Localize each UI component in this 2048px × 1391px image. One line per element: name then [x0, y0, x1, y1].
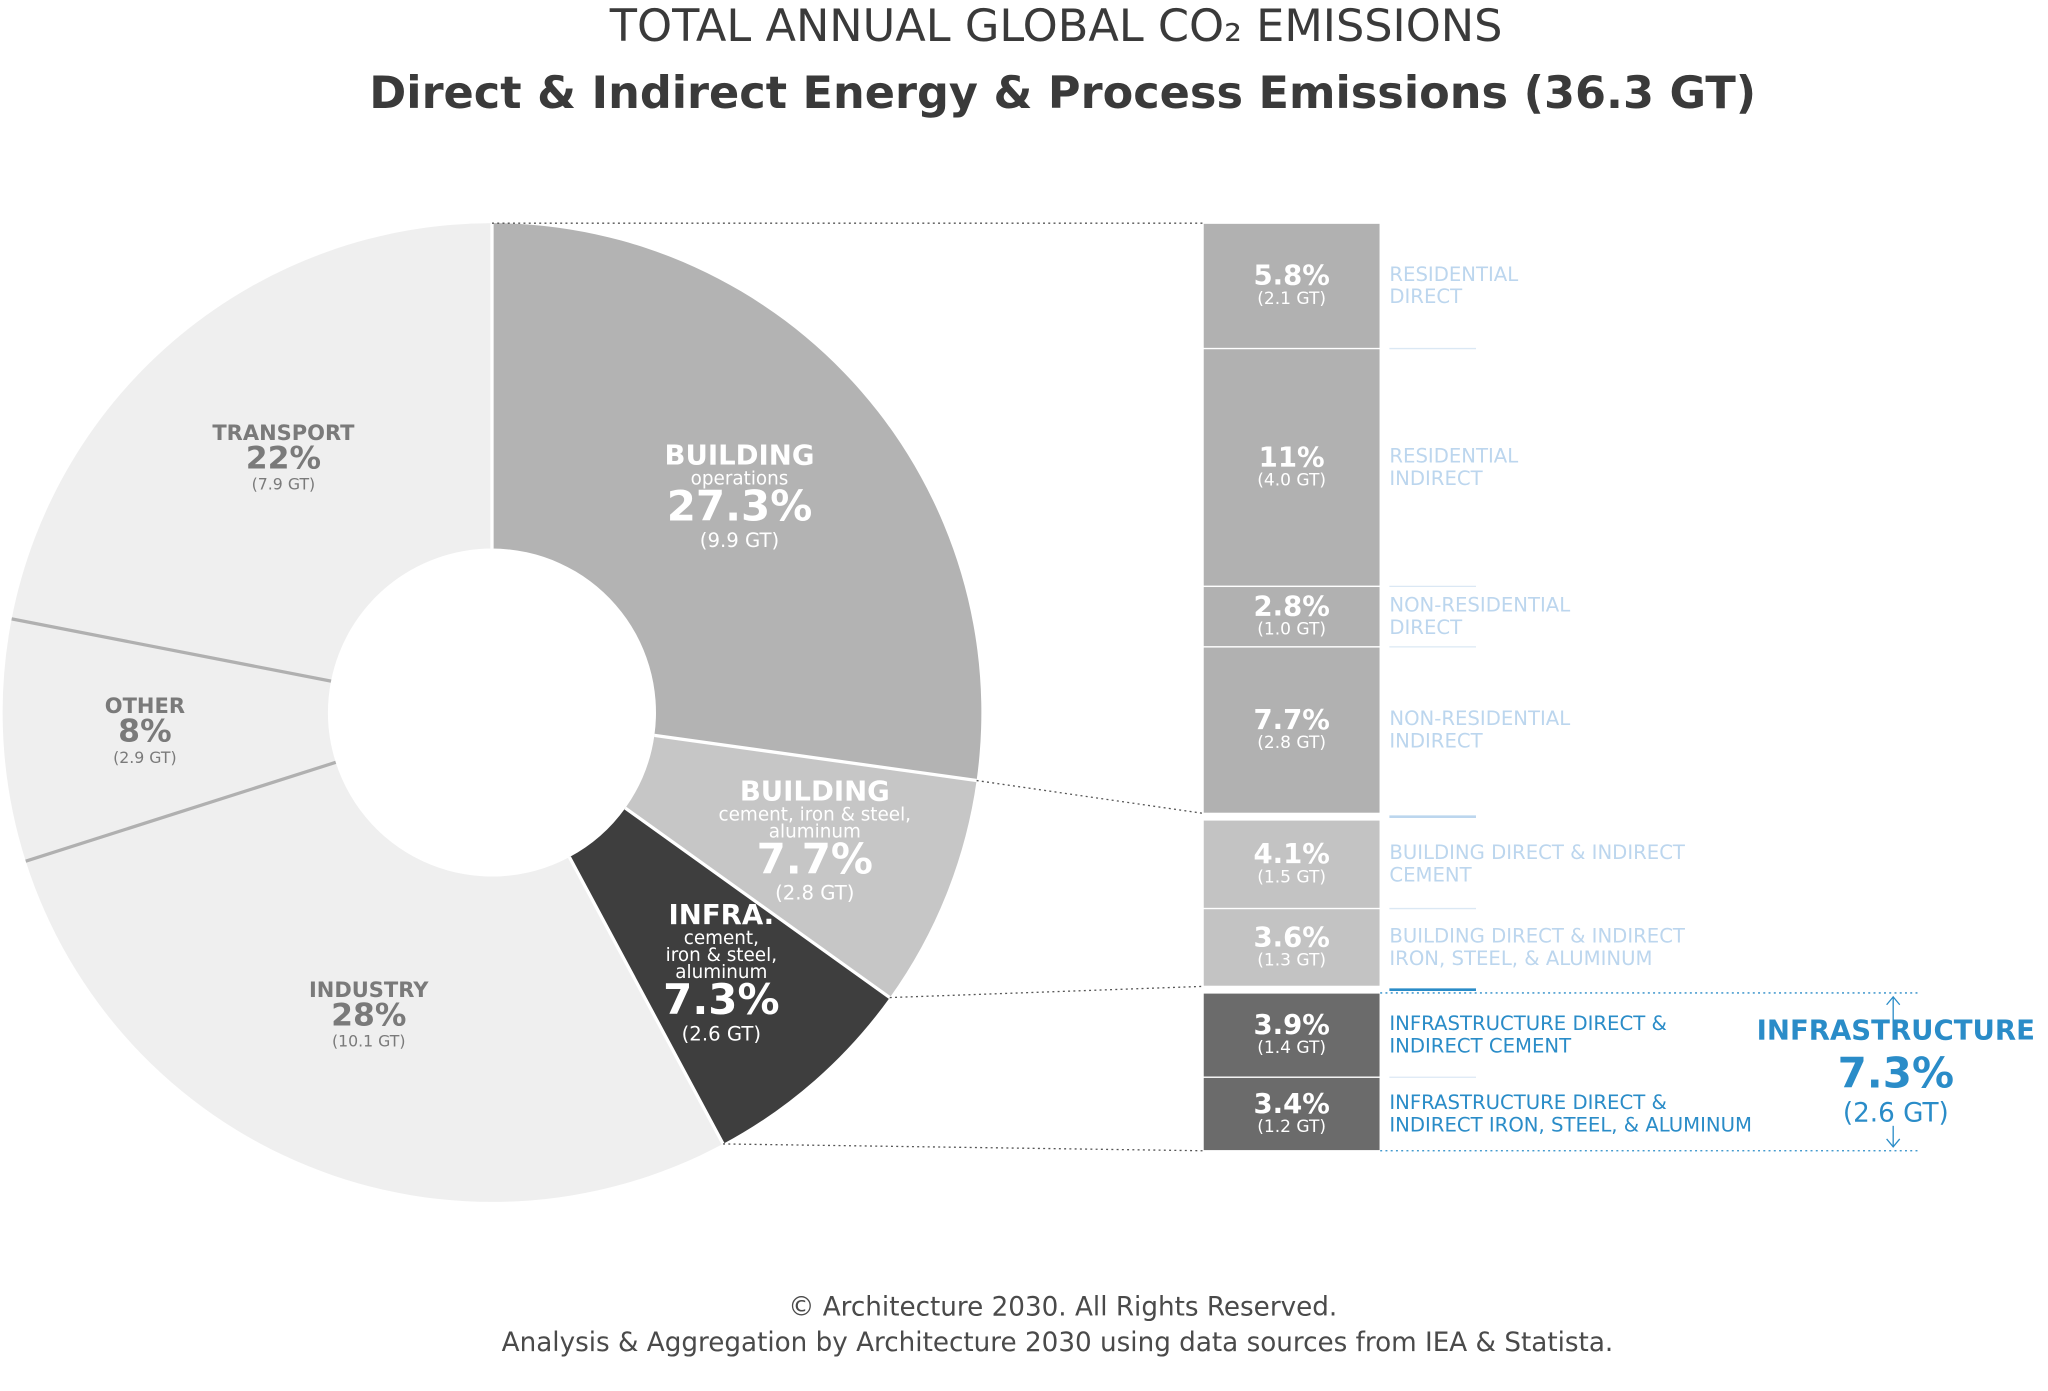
segment-category-label: RESIDENTIAL: [1389, 444, 1518, 467]
connector: [889, 985, 1204, 999]
annotation-title: INFRASTRUCTURE: [1757, 1014, 2035, 1046]
slice-sublabel: operations: [691, 469, 789, 490]
segment-category-label: NON-RESIDENTIAL: [1389, 707, 1570, 730]
segment-gt-label: (2.8 GT): [1257, 733, 1326, 753]
slice-label: OTHER: [105, 694, 185, 718]
slice-gt-label: (2.9 GT): [113, 748, 177, 767]
slice-label: BUILDING: [665, 440, 815, 472]
segment-gt-label: (4.0 GT): [1257, 471, 1326, 491]
slice-separator: [654, 733, 977, 783]
slice-gt-label: (7.9 GT): [252, 474, 316, 493]
donut-slice: [25, 762, 724, 1202]
footer-line: © Architecture 2030. All Rights Reserved…: [788, 1293, 1337, 1323]
slice-sublabel: cement,: [684, 928, 759, 949]
footer-line: Analysis & Aggregation by Architecture 2…: [502, 1328, 1614, 1358]
segment-category-label: INDIRECT IRON, STEEL, & ALUMINUM: [1389, 1113, 1752, 1136]
segment-value-label: 3.6%: [1253, 921, 1329, 953]
slice-sublabel: cement, iron & steel,: [719, 804, 911, 825]
segment-gt-label: (1.3 GT): [1257, 951, 1326, 971]
donut-slice: [2, 618, 336, 862]
slice-value-label: 28%: [331, 998, 406, 1034]
segment-category-label: DIRECT: [1389, 285, 1463, 308]
donut-slice: [491, 223, 982, 781]
column-segment: [1202, 907, 1381, 988]
segment-value-label: 5.8%: [1253, 260, 1329, 292]
segment-value-label: 11%: [1259, 441, 1325, 473]
arrow-head: [1886, 1138, 1901, 1148]
slice-gt-label: (2.6 GT): [682, 1022, 761, 1045]
segment-category-label: DIRECT: [1389, 616, 1463, 639]
segment-category-label: INFRASTRUCTURE DIRECT &: [1389, 1012, 1666, 1035]
chart-title: TOTAL ANNUAL GLOBAL CO₂ EMISSIONS: [609, 0, 1503, 52]
slice-label: TRANSPORT: [212, 421, 355, 445]
segment-value-label: 7.7%: [1253, 704, 1329, 736]
segment-category-label: NON-RESIDENTIAL: [1389, 594, 1570, 617]
segment-category-label: INDIRECT: [1389, 467, 1483, 490]
slice-sublabel: aluminum: [675, 962, 767, 983]
slice-label: INDUSTRY: [309, 978, 429, 1002]
annotation-gt: (2.6 GT): [1843, 1099, 1949, 1129]
segment-category-label: BUILDING DIRECT & INDIRECT: [1389, 841, 1686, 864]
slice-gt-label: (2.8 GT): [775, 882, 854, 905]
segment-category-label: INDIRECT: [1389, 729, 1483, 752]
segment-category-label: IRON, STEEL, & ALUMINUM: [1389, 947, 1652, 970]
slice-value-label: 22%: [246, 440, 321, 476]
slice-separator: [624, 806, 891, 999]
column-segment: [1202, 819, 1381, 910]
segment-value-label: 3.4%: [1253, 1088, 1329, 1120]
segment-value-label: 2.8%: [1253, 590, 1329, 622]
slice-value-label: 8%: [118, 714, 171, 750]
segment-gt-label: (2.1 GT): [1257, 289, 1326, 309]
segment-category-label: INFRASTRUCTURE DIRECT &: [1389, 1091, 1666, 1114]
slice-label: BUILDING: [740, 775, 890, 807]
segment-gt-label: (1.5 GT): [1257, 867, 1326, 887]
chart-subtitle: Direct & Indirect Energy & Process Emiss…: [369, 67, 1756, 119]
segment-gt-label: (1.0 GT): [1257, 620, 1326, 640]
donut-slice: [569, 808, 890, 1144]
slice-gt-label: (9.9 GT): [700, 529, 779, 552]
slice-sublabel: iron & steel,: [666, 945, 777, 966]
column-segment: [1202, 992, 1381, 1078]
slice-sublabel: aluminum: [769, 822, 861, 843]
slice-separator: [11, 617, 332, 683]
slice-separator: [25, 760, 337, 863]
column-segment: [1202, 222, 1381, 350]
column-segment: [1202, 585, 1381, 648]
slice-label: INFRA.: [669, 899, 775, 931]
donut-slice: [11, 223, 492, 682]
slice-value-label: 7.7%: [757, 835, 873, 884]
segment-category-label: CEMENT: [1389, 864, 1472, 887]
segment-gt-label: (1.2 GT): [1257, 1117, 1326, 1137]
column-segment: [1202, 347, 1381, 588]
segment-value-label: 3.9%: [1253, 1009, 1329, 1041]
connector: [723, 1143, 1204, 1152]
segment-category-label: INDIRECT CEMENT: [1389, 1034, 1572, 1057]
slice-gt-label: (10.1 GT): [332, 1032, 406, 1051]
connector: [976, 779, 1204, 815]
segment-category-label: BUILDING DIRECT & INDIRECT: [1389, 924, 1686, 947]
annotation-value: 7.3%: [1838, 1048, 1954, 1097]
segment-category-label: RESIDENTIAL: [1389, 263, 1518, 286]
slice-value-label: 27.3%: [667, 482, 813, 531]
column-segment: [1202, 1076, 1381, 1152]
donut-slice: [625, 735, 977, 998]
segment-gt-label: (1.4 GT): [1257, 1038, 1326, 1058]
slice-separator: [567, 856, 725, 1145]
arrow-head: [1886, 995, 1901, 1006]
column-segment: [1202, 646, 1381, 815]
segment-value-label: 4.1%: [1253, 838, 1329, 870]
slice-value-label: 7.3%: [663, 975, 779, 1024]
